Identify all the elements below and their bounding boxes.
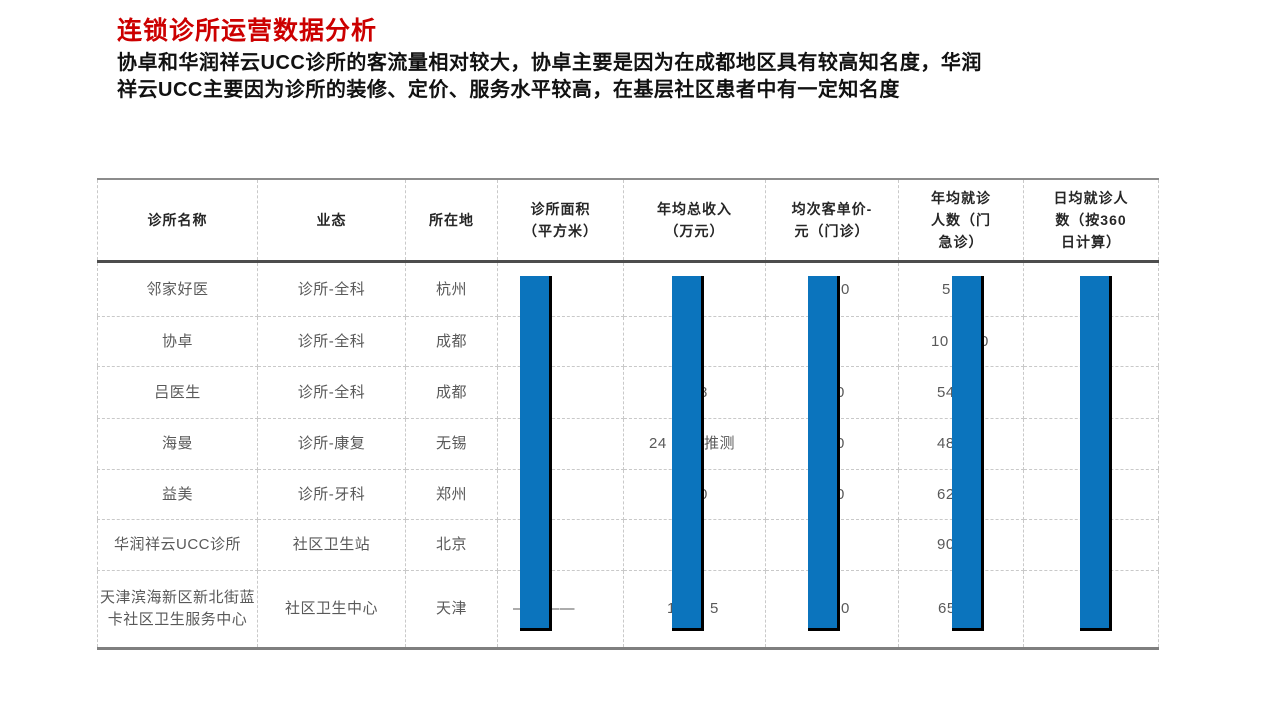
cell-fragment: 90 xyxy=(937,536,955,553)
cell-category: 诊所-全科 xyxy=(257,316,406,367)
table-row: 吕医生 诊所-全科 成都 8 0 54 xyxy=(97,366,1159,419)
subtitle: 协卓和华润祥云UCC诊所的客流量相对较大，协卓主要是因为在成都地区具有较高知名度… xyxy=(117,50,982,104)
col-header-city: 所在地 xyxy=(405,179,498,263)
cell-fragment: 48 xyxy=(937,435,955,452)
cell-city: 郑州 xyxy=(405,469,498,520)
cell-area xyxy=(497,519,624,571)
cell-fragment: 5 xyxy=(710,600,719,617)
cell-fragment: 0 xyxy=(841,600,850,617)
cell-fragment: 推测 xyxy=(704,435,736,452)
cell-category: 社区卫生站 xyxy=(257,519,406,571)
cell-clinic-name: 海曼 xyxy=(97,418,258,470)
cell-category: 诊所-全科 xyxy=(257,261,406,317)
cell-clinic-name: 协卓 xyxy=(97,316,258,367)
cell-fragment: 62 xyxy=(937,485,955,503)
cell-clinic-name: 天津滨海新区新北街蓝卡社区卫生服务中心 xyxy=(97,570,258,649)
cell-category: 诊所-康复 xyxy=(257,418,406,470)
chart-bar-area-column xyxy=(520,276,552,631)
col-header-annual-visits: 年均就诊 人数（门 急诊） xyxy=(898,179,1024,263)
table-row: 海曼 诊所-康复 无锡 24 推测 0 48 xyxy=(97,418,1159,470)
cell-fragment: 5 xyxy=(942,280,951,298)
cell-fragment: 24 xyxy=(649,435,667,452)
cell-area xyxy=(497,418,624,470)
cell-clinic-name: 吕医生 xyxy=(97,366,258,419)
subtitle-line-1: 协卓和华润祥云UCC诊所的客流量相对较大，协卓主要是因为在成都地区具有较高知名度… xyxy=(117,52,982,74)
chart-bar-annual-visits-column xyxy=(952,276,984,631)
col-header-category: 业态 xyxy=(257,179,406,263)
chart-bar-price-column xyxy=(808,276,840,631)
cell-category: 社区卫生中心 xyxy=(257,570,406,649)
cell-fragment: 0 xyxy=(841,280,850,298)
col-header-revenue: 年均总收入 （万元） xyxy=(623,179,766,263)
page-title: 连锁诊所运营数据分析 xyxy=(117,17,378,45)
cell-city: 天津 xyxy=(405,570,498,649)
cell-city: 无锡 xyxy=(405,418,498,470)
chart-bar-revenue-column xyxy=(672,276,704,631)
col-header-clinic-name: 诊所名称 xyxy=(97,179,258,263)
cell-fragment: 1 xyxy=(667,598,676,620)
cell-fragment: 0 xyxy=(980,332,989,350)
cell-area xyxy=(497,366,624,419)
cell-clinic-name: 益美 xyxy=(97,469,258,520)
cell-category: 诊所-牙科 xyxy=(257,469,406,520)
cell-category: 诊所-全科 xyxy=(257,366,406,419)
subtitle-line-2: 祥云UCC主要因为诊所的装修、定价、服务水平较高，在基层社区患者中有一定知名度 xyxy=(117,79,900,101)
table-row: 益美 诊所-牙科 郑州 0 0 62 xyxy=(97,469,1159,520)
col-header-price: 均次客单价- 元（门诊） xyxy=(765,179,899,263)
cell-area xyxy=(497,469,624,520)
cell-city: 杭州 xyxy=(405,261,498,317)
chart-bar-daily-visits-column xyxy=(1080,276,1112,631)
col-header-daily-visits: 日均就诊人 数（按360 日计算） xyxy=(1023,179,1159,263)
table-row: 邻家好医 诊所-全科 杭州 0 5 xyxy=(97,261,1159,317)
cell-area xyxy=(497,261,624,317)
cell-fragment: 10 xyxy=(931,332,949,350)
table-row: 华润祥云UCC诊所 社区卫生站 北京 90 xyxy=(97,519,1159,571)
cell-fragment: 0 xyxy=(836,383,845,401)
table-row: 天津滨海新区新北街蓝卡社区卫生服务中心 社区卫生中心 天津 ———— 1 5 0… xyxy=(97,570,1159,649)
cell-fragment: 65 xyxy=(938,600,956,617)
cell-clinic-name: 华润祥云UCC诊所 xyxy=(97,519,258,571)
cell-city: 成都 xyxy=(405,366,498,419)
cell-fragment: 0 xyxy=(836,435,845,452)
cell-fragment: 54 xyxy=(937,383,955,401)
clinic-table-wrap: 诊所名称 业态 所在地 诊所面积 （平方米） 年均总收入 （万元） 均次客单价-… xyxy=(97,178,1159,650)
col-header-area: 诊所面积 （平方米） xyxy=(497,179,624,263)
cell-fragment: 0 xyxy=(836,485,845,503)
table-row: 协卓 诊所-全科 成都 10 0 xyxy=(97,316,1159,367)
cell-area xyxy=(497,316,624,367)
cell-city: 北京 xyxy=(405,519,498,571)
cell-area: ———— xyxy=(497,570,624,649)
header-row: 诊所名称 业态 所在地 诊所面积 （平方米） 年均总收入 （万元） 均次客单价-… xyxy=(97,179,1159,263)
clinic-data-table: 诊所名称 业态 所在地 诊所面积 （平方米） 年均总收入 （万元） 均次客单价-… xyxy=(97,178,1159,650)
cell-city: 成都 xyxy=(405,316,498,367)
cell-clinic-name: 邻家好医 xyxy=(97,261,258,317)
